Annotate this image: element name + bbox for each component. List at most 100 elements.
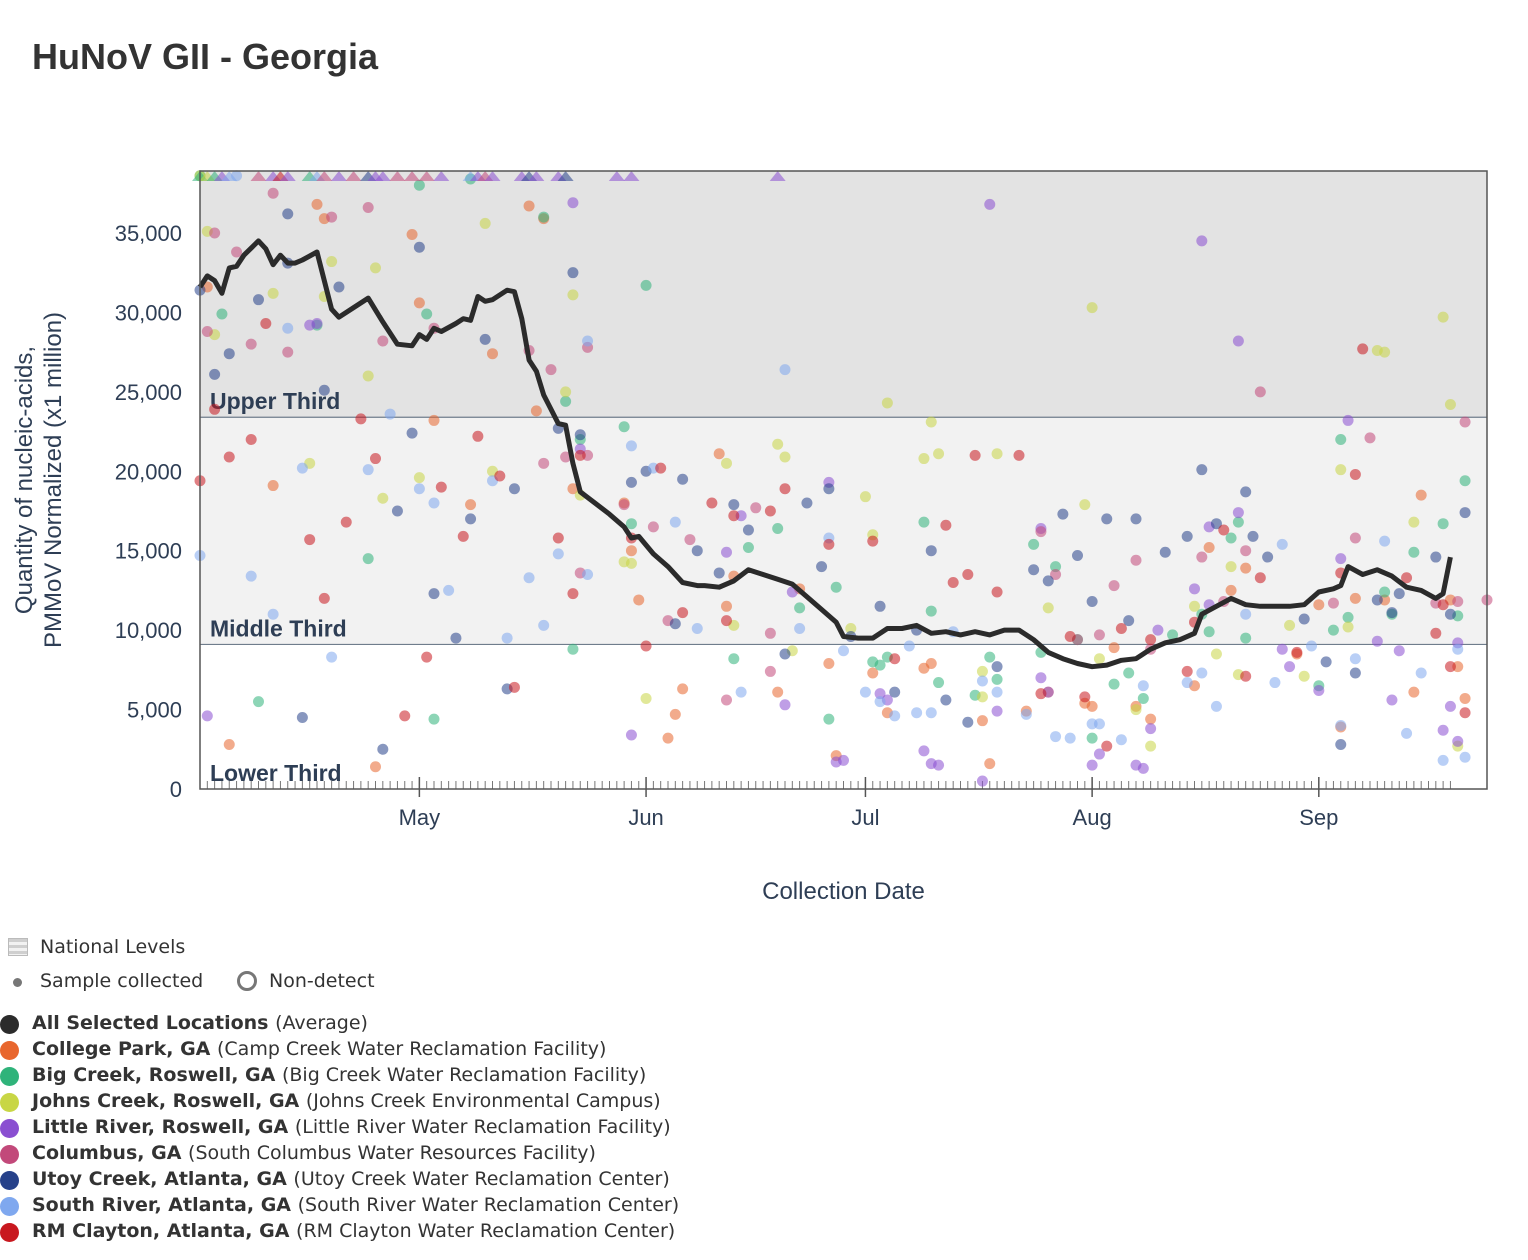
sample-point bbox=[457, 530, 469, 542]
sample-point bbox=[1181, 677, 1193, 689]
sample-point bbox=[567, 588, 579, 600]
sample-point bbox=[370, 262, 381, 274]
sample-point bbox=[625, 518, 637, 530]
legend-series-detail: (South River Water Reclamation Center) bbox=[297, 1194, 680, 1216]
series-legend: All Selected Locations (Average) College … bbox=[0, 1012, 679, 1252]
legend-series-name: Johns Creek, Roswell, GA (Johns Creek En… bbox=[32, 1090, 661, 1112]
sample-point bbox=[435, 481, 447, 493]
sample-point bbox=[1035, 672, 1047, 684]
sample-point bbox=[1393, 588, 1405, 600]
sample-point bbox=[933, 677, 945, 689]
band-1 bbox=[200, 417, 1487, 645]
sample-point bbox=[413, 483, 425, 495]
legend-color-dot bbox=[0, 1145, 19, 1164]
sample-point bbox=[618, 499, 630, 511]
sample-point bbox=[1437, 724, 1449, 736]
sample-point bbox=[1408, 686, 1420, 698]
sample-point bbox=[1284, 661, 1296, 673]
sample-point bbox=[333, 281, 345, 293]
sample-point bbox=[479, 217, 491, 229]
sample-point bbox=[940, 519, 952, 531]
sample-point bbox=[1386, 607, 1398, 619]
sample-point bbox=[538, 211, 550, 223]
sample-point bbox=[1137, 680, 1149, 692]
sample-point bbox=[984, 758, 996, 770]
sample-point bbox=[655, 462, 667, 474]
sample-point bbox=[209, 403, 221, 415]
band-2 bbox=[200, 171, 1487, 418]
sample-point bbox=[640, 640, 652, 652]
sample-point bbox=[1101, 740, 1113, 752]
sample-point bbox=[1408, 516, 1420, 528]
sample-point bbox=[706, 497, 718, 509]
legend-series-detail: (Big Creek Water Reclamation Facility) bbox=[281, 1064, 647, 1086]
sample-point bbox=[1284, 619, 1296, 631]
sample-point bbox=[618, 421, 630, 433]
sample-point bbox=[823, 657, 835, 669]
sample-point bbox=[1437, 599, 1449, 611]
sample-point bbox=[976, 715, 988, 727]
sample-point bbox=[889, 686, 901, 698]
sample-point bbox=[1254, 386, 1266, 398]
sample-point bbox=[362, 464, 374, 476]
sample-point bbox=[1262, 551, 1274, 563]
sample-point bbox=[801, 497, 813, 509]
legend-series-name: All Selected Locations (Average) bbox=[32, 1012, 368, 1034]
sample-point bbox=[1086, 596, 1098, 608]
sample-point bbox=[216, 308, 228, 320]
sample-point bbox=[428, 497, 440, 509]
sample-point bbox=[1444, 399, 1456, 411]
sample-point bbox=[384, 408, 396, 420]
sample-point bbox=[1240, 486, 1252, 498]
sample-point bbox=[260, 318, 272, 330]
x-axis-label: Collection Date bbox=[762, 878, 925, 905]
sample-point bbox=[1196, 464, 1208, 476]
sample-point bbox=[1145, 723, 1157, 735]
sample-point bbox=[933, 759, 945, 771]
sample-point bbox=[1452, 735, 1464, 747]
legend-series-detail: (Utoy Creek Water Reclamation Center) bbox=[293, 1168, 670, 1190]
sample-point bbox=[1452, 596, 1464, 608]
x-tick-label: Aug bbox=[1073, 805, 1112, 830]
sample-point bbox=[874, 696, 886, 708]
non-detect-marker bbox=[623, 171, 640, 181]
sample-point bbox=[691, 545, 703, 557]
sample-point bbox=[669, 708, 681, 720]
sample-point bbox=[1079, 691, 1091, 703]
sample-point bbox=[399, 710, 411, 722]
sample-point bbox=[1437, 311, 1449, 323]
legend-series-detail: (Little River Water Reclamation Facility… bbox=[294, 1116, 671, 1138]
sample-point bbox=[1086, 302, 1098, 314]
sample-point bbox=[1386, 694, 1398, 706]
sample-point bbox=[918, 745, 930, 757]
sample-point bbox=[1342, 621, 1354, 633]
sample-point bbox=[625, 440, 637, 452]
sample-point bbox=[1093, 748, 1105, 760]
sample-point bbox=[1181, 530, 1193, 542]
x-tick-label: Sep bbox=[1299, 805, 1338, 830]
sample-point bbox=[1240, 608, 1252, 620]
chart-title: HuNoV GII - Georgia bbox=[32, 36, 379, 77]
national-level-bands bbox=[200, 171, 1487, 789]
non-detect-markers bbox=[192, 171, 786, 181]
sample-point bbox=[1108, 642, 1120, 654]
sample-point bbox=[1035, 526, 1047, 538]
sample-point bbox=[1086, 732, 1098, 744]
sample-point bbox=[267, 287, 279, 299]
sample-point bbox=[969, 449, 981, 461]
sample-point bbox=[1145, 740, 1157, 752]
non-detect-icon bbox=[237, 971, 257, 991]
legend-series-name: South River, Atlanta, GA (South River Wa… bbox=[32, 1194, 680, 1216]
sample-point bbox=[362, 553, 374, 565]
sample-point bbox=[552, 532, 564, 544]
sample-point bbox=[1313, 599, 1325, 611]
sample-point bbox=[1371, 635, 1383, 647]
sample-point bbox=[413, 297, 425, 309]
sample-point bbox=[1145, 634, 1157, 646]
sample-point bbox=[991, 661, 1003, 673]
x-tick-label: May bbox=[399, 805, 441, 830]
sample-point bbox=[282, 346, 294, 358]
sample-point bbox=[677, 473, 689, 485]
sample-point bbox=[713, 448, 725, 460]
sample-point bbox=[465, 513, 477, 525]
